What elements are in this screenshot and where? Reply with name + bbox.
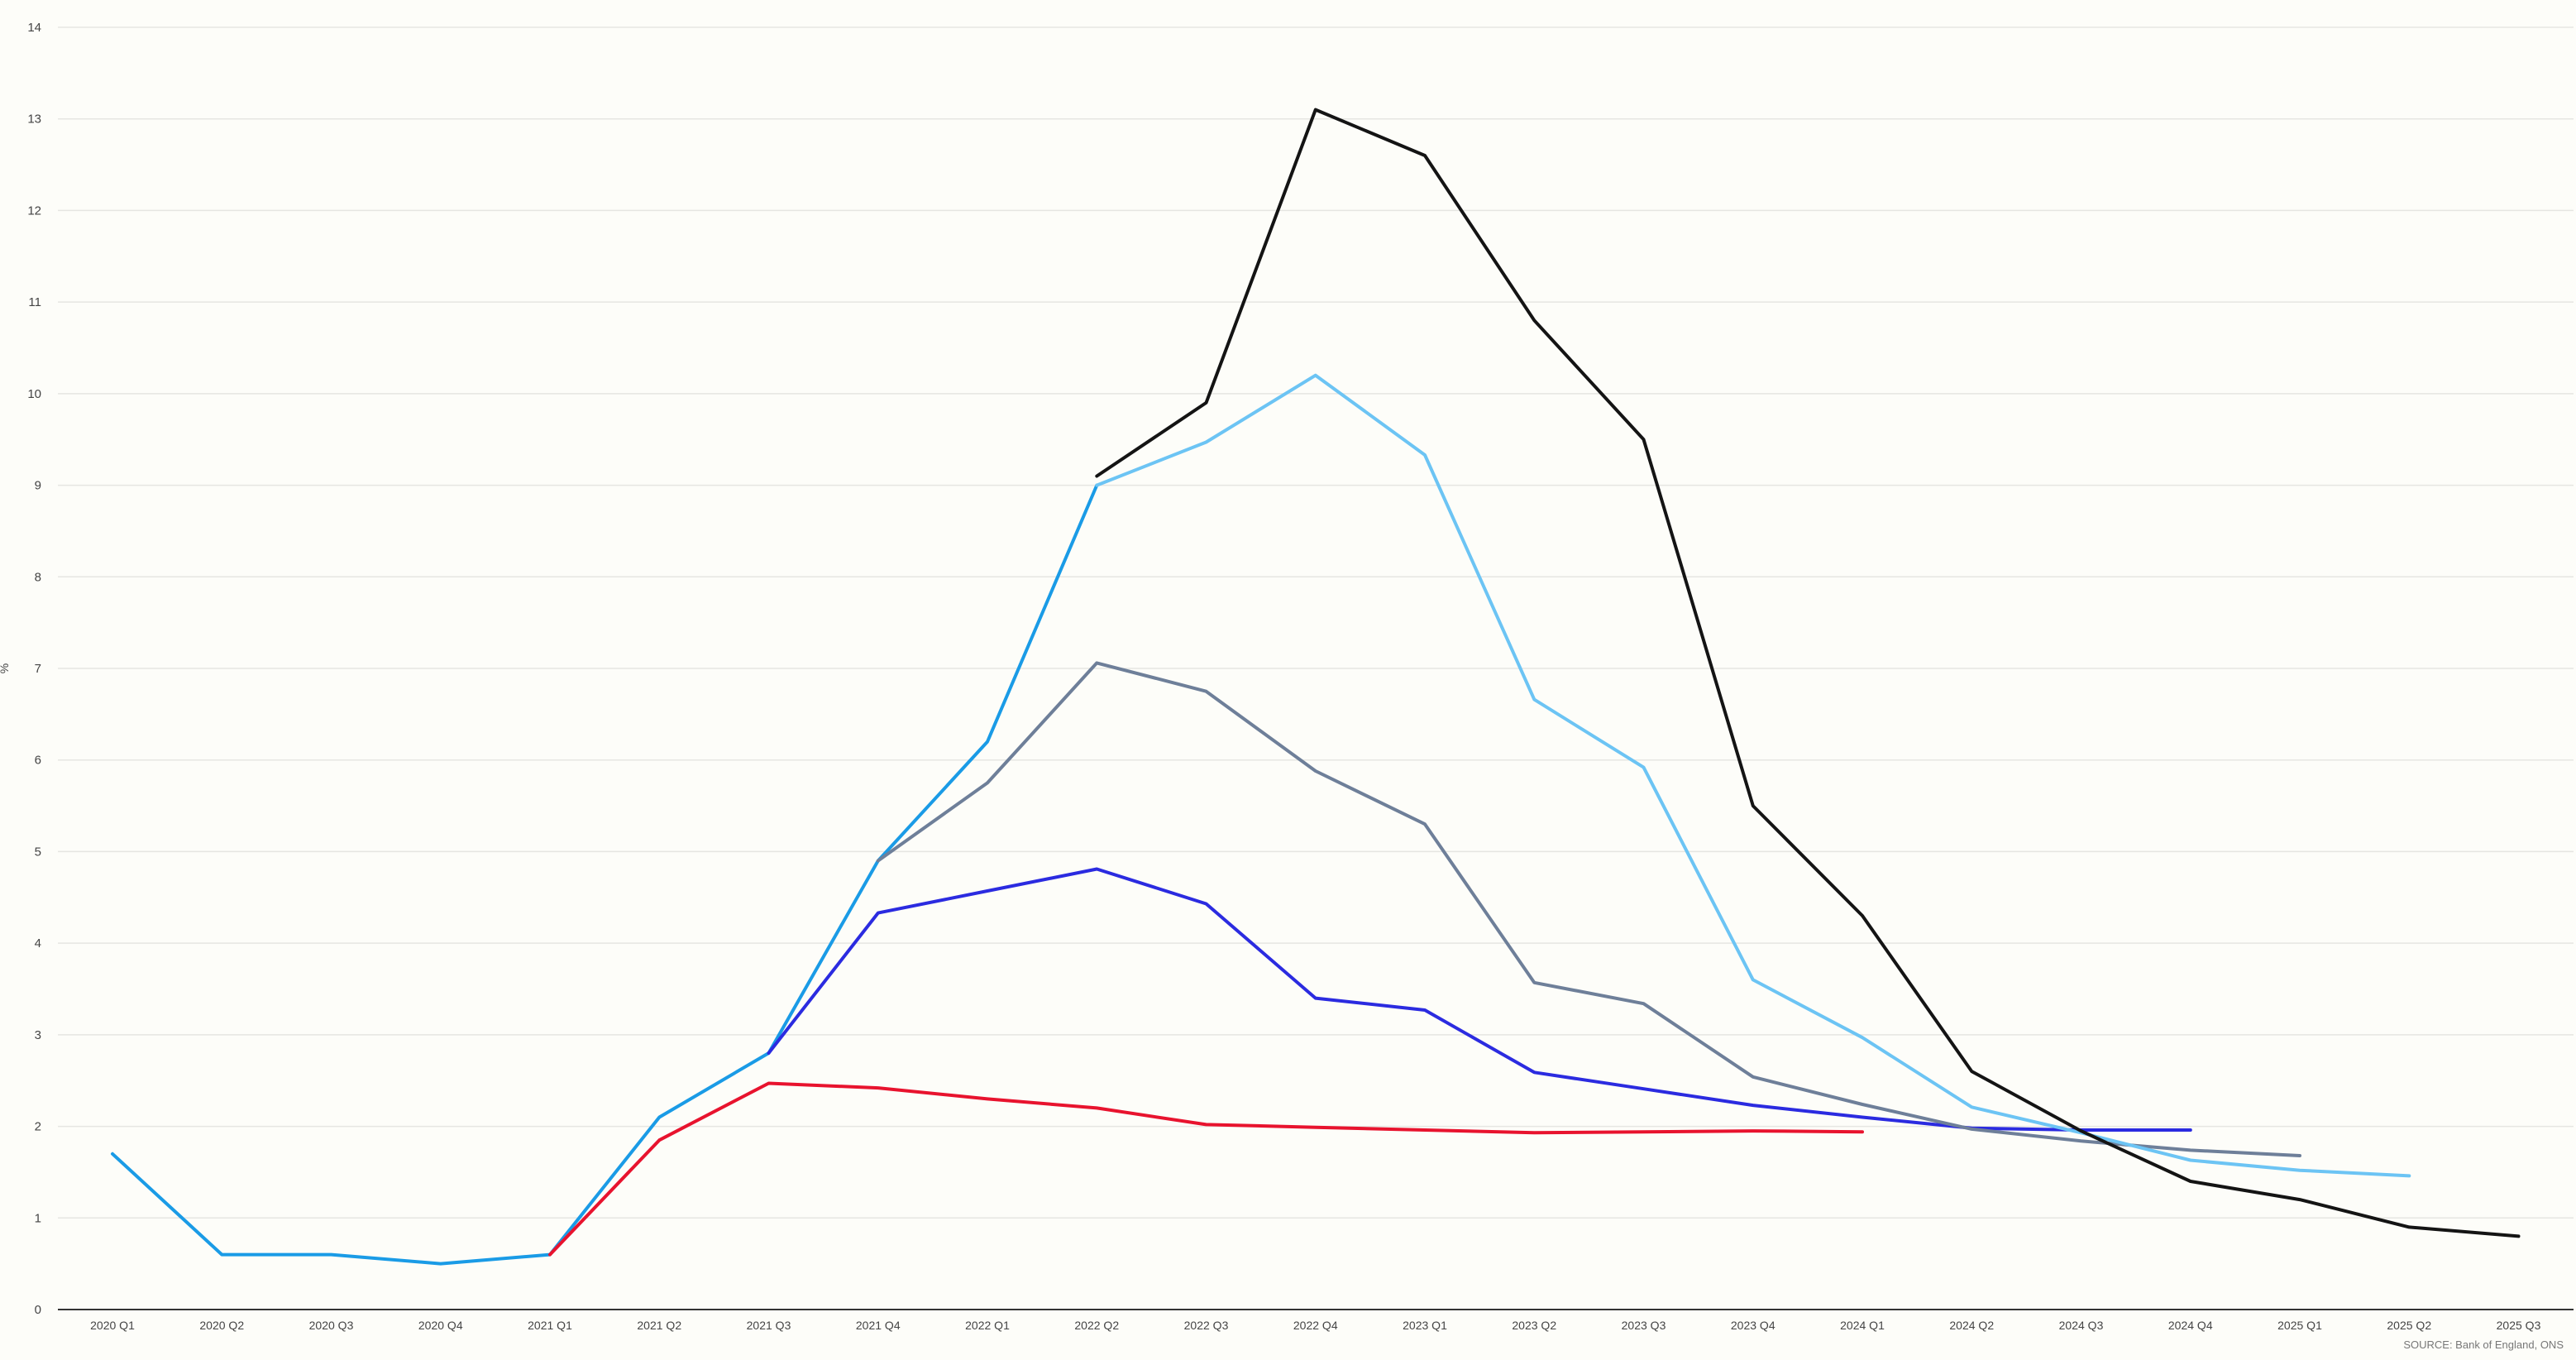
series-lines (111, 108, 2521, 1266)
x-tick-label: 2020 Q3 (309, 1319, 354, 1332)
y-tick-label: 8 (35, 570, 41, 584)
x-tick-label: 2023 Q1 (1403, 1319, 1447, 1332)
y-tick-label: 2 (35, 1120, 41, 1134)
y-tick-label: 10 (27, 387, 41, 401)
series-line-3 (767, 867, 2192, 1132)
y-tick-label: 11 (28, 295, 41, 309)
x-tick-labels: 2020 Q1 2020 Q2 2020 Q3 2020 Q4 2021 Q1 2021 … (90, 1319, 2540, 1332)
x-tick-label: 2021 Q3 (747, 1319, 791, 1332)
x-tick-label: 2025 Q2 (2387, 1319, 2431, 1332)
y-tick-label: 1 (35, 1211, 41, 1225)
grid-lines (58, 26, 2574, 1219)
y-tick-label: 13 (27, 113, 41, 127)
y-tick-label: 5 (35, 845, 41, 859)
series-line-6 (1095, 108, 2521, 1238)
y-tick-label: 3 (35, 1028, 41, 1042)
y-tick-label: 4 (35, 936, 41, 951)
x-tick-label: 2025 Q1 (2277, 1319, 2322, 1332)
y-tick-label: 9 (35, 479, 41, 493)
x-tick-label: 2022 Q3 (1184, 1319, 1229, 1332)
x-tick-label: 2021 Q2 (637, 1319, 681, 1332)
x-tick-label: 2024 Q1 (1840, 1319, 1885, 1332)
x-tick-label: 2020 Q1 (90, 1319, 135, 1332)
x-tick-label: 2023 Q4 (1731, 1319, 1775, 1332)
series-line-4 (876, 661, 2301, 1157)
x-tick-label: 2020 Q2 (199, 1319, 244, 1332)
x-tick-label: 2020 Q4 (418, 1319, 463, 1332)
y-tick-label: 12 (27, 204, 41, 218)
y-tick-label: 14 (27, 21, 41, 35)
x-tick-label: 2023 Q3 (1622, 1319, 1666, 1332)
x-tick-label: 2025 Q3 (2497, 1319, 2541, 1332)
x-tick-label: 2024 Q3 (2059, 1319, 2104, 1332)
series-line-2 (548, 1081, 1864, 1257)
x-tick-label: 2024 Q4 (2168, 1319, 2213, 1332)
x-tick-label: 2023 Q2 (1512, 1319, 1556, 1332)
x-tick-label: 2022 Q2 (1074, 1319, 1119, 1332)
y-tick-label: 0 (35, 1303, 41, 1317)
series-line-1 (111, 483, 1099, 1266)
x-tick-label: 2024 Q2 (1949, 1319, 1994, 1332)
series-line-5 (1095, 373, 2411, 1178)
y-tick-label: 6 (35, 754, 41, 768)
source-note: SOURCE: Bank of England, ONS (2403, 1338, 2564, 1351)
x-tick-label: 2022 Q1 (965, 1319, 1010, 1332)
y-axis-label: % (0, 663, 11, 673)
x-tick-label: 2022 Q4 (1293, 1319, 1338, 1332)
x-tick-label: 2021 Q4 (856, 1319, 901, 1332)
y-tick-label: 7 (35, 662, 41, 676)
x-tick-label: 2021 Q1 (528, 1319, 572, 1332)
